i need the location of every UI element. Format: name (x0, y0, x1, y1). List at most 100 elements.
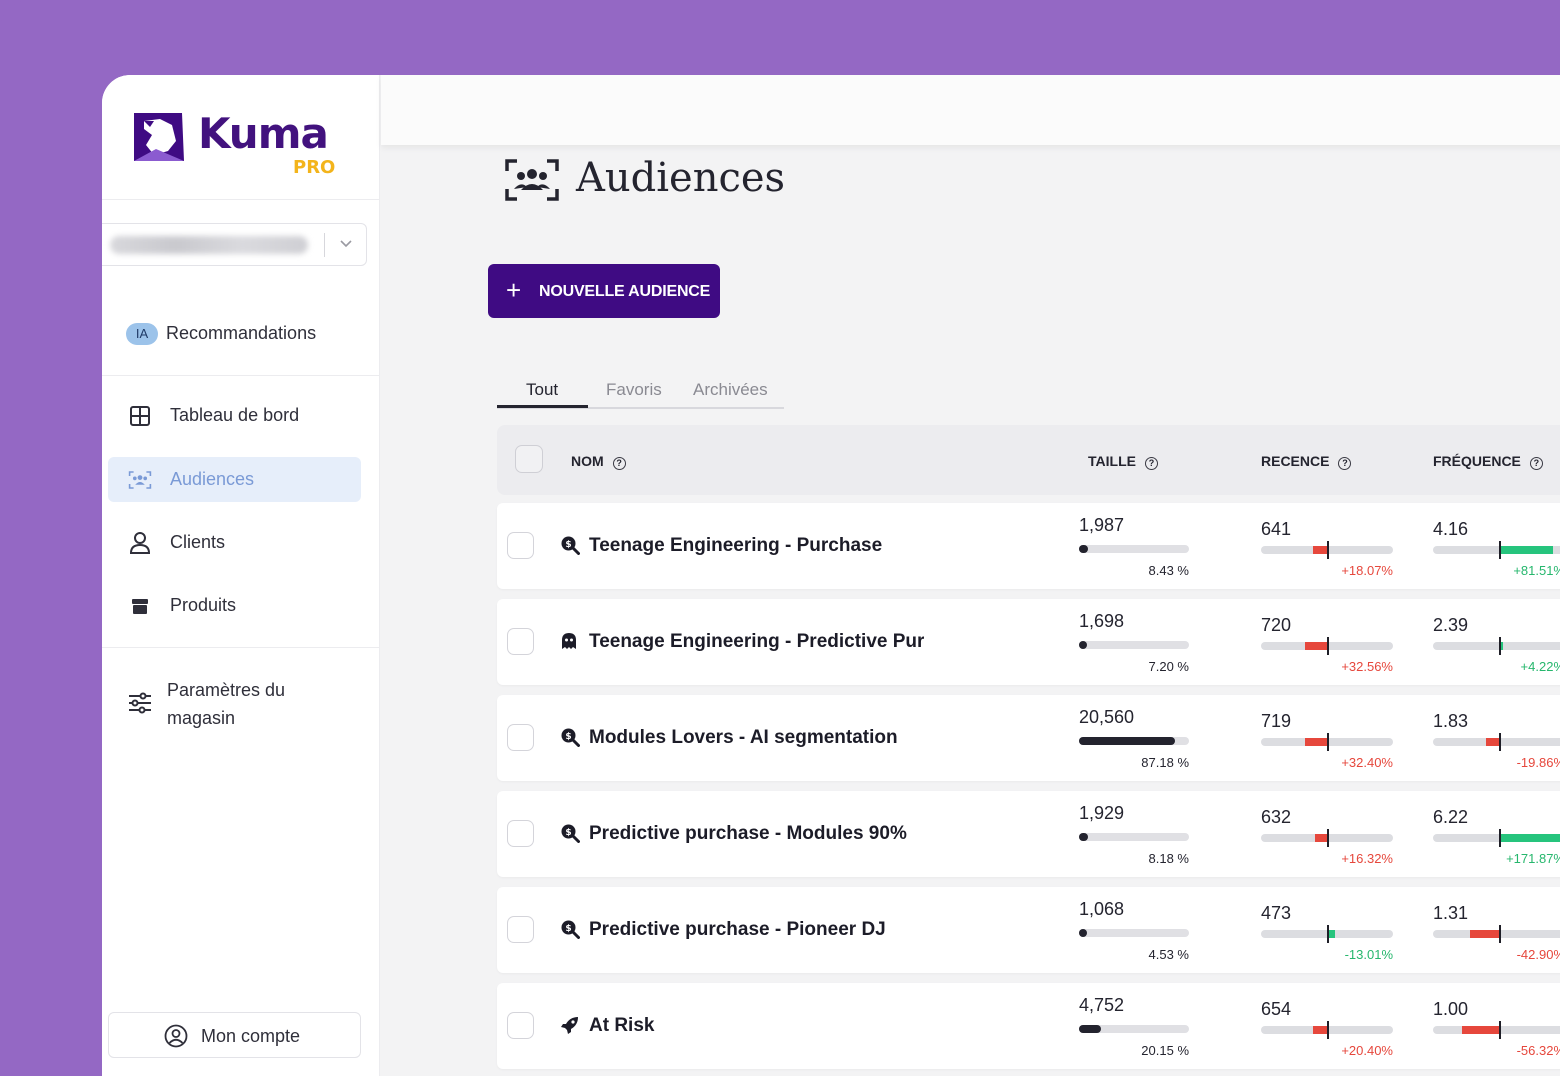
size-value: 4,752 (1079, 995, 1125, 1015)
audience-name[interactable]: Predictive purchase - Modules 90% (589, 823, 907, 844)
recency-value: 719 (1261, 711, 1292, 731)
recency-value: 654 (1261, 999, 1292, 1019)
ia-badge: IA (126, 323, 158, 345)
page-title: Audiences (576, 155, 786, 201)
table-row[interactable]: $ Teenage Engineering - Purchase 1,987 8… (497, 503, 1560, 589)
size-bar (1079, 641, 1189, 649)
frequency-delta: -42.90% (1516, 947, 1560, 962)
recency-bar (1261, 637, 1393, 655)
audience-name[interactable]: Predictive purchase - Pioneer DJ (589, 919, 886, 940)
new-audience-button[interactable]: + NOUVELLE AUDIENCE (488, 264, 720, 318)
tab-tout[interactable]: Tout (526, 380, 559, 399)
frequency-bar-fill (1470, 930, 1499, 938)
brand-name: Kuma (198, 109, 329, 158)
sidebar-item-clients[interactable]: Clients (108, 520, 361, 565)
settings-label-line1: Paramètres du (167, 680, 286, 700)
frequency-bar (1433, 637, 1560, 655)
size-bar (1079, 929, 1189, 937)
account-button[interactable]: Mon compte (108, 1012, 361, 1058)
table-row[interactable]: $ Modules Lovers - AI segmentation 20,56… (497, 695, 1560, 781)
frequency-baseline-tick (1499, 541, 1501, 559)
store-name-blurred (110, 236, 308, 254)
size-percent: 8.18 % (1148, 851, 1189, 866)
row-checkbox[interactable] (507, 916, 534, 943)
user-icon (128, 531, 152, 555)
top-bar (381, 75, 1560, 145)
sidebar-item-label: Clients (170, 532, 226, 552)
recency-delta: -13.01% (1344, 947, 1393, 962)
frequency-delta: -56.32% (1516, 1043, 1560, 1058)
row-checkbox[interactable] (507, 1012, 534, 1039)
tab-archivees[interactable]: Archivées (693, 380, 768, 399)
help-icon[interactable]: ? (1144, 457, 1158, 470)
column-header-name[interactable]: NOM? (571, 453, 626, 470)
tab-favoris[interactable]: Favoris (606, 380, 662, 399)
table-row[interactable]: $ Predictive purchase - Modules 90% 1,92… (497, 791, 1560, 877)
row-checkbox[interactable] (507, 628, 534, 655)
size-bar-fill (1079, 1025, 1102, 1033)
table-row[interactable]: $ Predictive purchase - Pioneer DJ 1,068… (497, 887, 1560, 973)
search-dollar-icon: $ (560, 823, 580, 843)
help-icon[interactable]: ? (612, 457, 626, 470)
frequency-bar (1433, 925, 1560, 943)
column-header-recency[interactable]: RECENCE? (1261, 453, 1352, 470)
column-header-frequency[interactable]: FRÉQUENCE? (1433, 453, 1543, 470)
sidebar-item-audiences[interactable]: Audiences (108, 457, 361, 502)
recency-bar-fill (1313, 1026, 1327, 1034)
frequency-value: 1.83 (1433, 711, 1469, 731)
rocket-icon (560, 1015, 580, 1035)
recency-baseline-tick (1327, 829, 1329, 847)
audience-icon (128, 468, 152, 492)
recency-bar (1261, 925, 1393, 943)
sliders-icon (128, 691, 152, 715)
row-checkbox[interactable] (507, 532, 534, 559)
size-bar (1079, 737, 1189, 745)
column-label: RECENCE (1261, 453, 1330, 469)
help-icon[interactable]: ? (1529, 457, 1543, 470)
recency-baseline-tick (1327, 637, 1329, 655)
size-value: 1,987 (1079, 515, 1125, 535)
recency-bar-fill (1305, 642, 1327, 650)
table-row[interactable]: At Risk 4,752 20.15 % 654 +20.40% 1.00 -… (497, 983, 1560, 1069)
select-all-checkbox[interactable] (515, 445, 543, 473)
frequency-value: 2.39 (1433, 615, 1469, 635)
size-bar-fill (1079, 833, 1088, 841)
size-percent: 8.43 % (1148, 563, 1189, 578)
sidebar-item-recommandations[interactable]: IA Recommandations (108, 311, 361, 356)
store-select[interactable] (102, 223, 367, 266)
column-header-size[interactable]: TAILLE? (1088, 453, 1158, 470)
svg-text:$: $ (565, 732, 571, 742)
frequency-delta: +81.51% (1513, 563, 1560, 578)
account-label: Mon compte (201, 1026, 301, 1046)
frequency-baseline-tick (1499, 637, 1501, 655)
frequency-baseline-tick (1499, 925, 1501, 943)
recency-delta: +18.07% (1341, 563, 1393, 578)
help-icon[interactable]: ? (1338, 457, 1352, 470)
app-window: Kuma PRO IA Recommandations Tableau de b… (102, 75, 1560, 1076)
size-bar-fill (1079, 545, 1089, 553)
audience-name[interactable]: At Risk (589, 1015, 655, 1036)
search-dollar-icon: $ (560, 727, 580, 747)
size-percent: 87.18 % (1141, 755, 1189, 770)
sidebar-item-label: Paramètres du magasin (167, 676, 285, 732)
kuma-logo[interactable]: Kuma PRO (132, 109, 352, 179)
sidebar-item-label: Audiences (170, 469, 255, 489)
audience-name[interactable]: Teenage Engineering - Purchase (589, 535, 883, 556)
recency-delta: +32.56% (1341, 659, 1393, 674)
frequency-bar (1433, 1021, 1560, 1039)
frequency-delta: +171.87% (1506, 851, 1560, 866)
row-checkbox[interactable] (507, 820, 534, 847)
column-label: TAILLE (1088, 453, 1136, 469)
sidebar-item-parametres[interactable]: Paramètres du magasin (108, 671, 361, 735)
audience-name[interactable]: Teenage Engineering - Predictive Purchas… (589, 631, 924, 652)
recency-baseline-tick (1327, 1021, 1329, 1039)
audience-name[interactable]: Modules Lovers - AI segmentation (589, 727, 898, 748)
recency-delta: +20.40% (1341, 1043, 1393, 1058)
svg-text:$: $ (565, 828, 571, 838)
search-dollar-icon: $ (560, 919, 580, 939)
table-row[interactable]: Teenage Engineering - Predictive Purchas… (497, 599, 1560, 685)
sidebar-item-tableau-de-bord[interactable]: Tableau de bord (108, 393, 361, 438)
sidebar-item-produits[interactable]: Produits (108, 583, 361, 628)
row-checkbox[interactable] (507, 724, 534, 751)
sidebar-item-label: Produits (170, 595, 237, 615)
